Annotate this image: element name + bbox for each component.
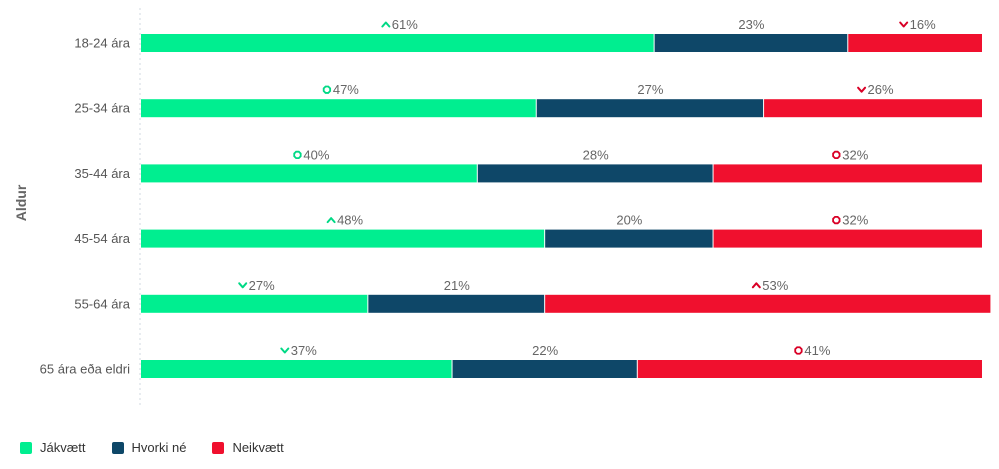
data-label-trend-down-icon xyxy=(899,21,909,28)
data-label: 22% xyxy=(532,343,558,358)
bar-segment xyxy=(764,99,982,118)
legend-swatch xyxy=(212,441,225,454)
data-label: 53% xyxy=(762,278,788,293)
legend-item[interactable]: Jákvætt xyxy=(20,440,86,455)
bar-segment xyxy=(713,229,982,248)
data-label-trend-neutral-icon xyxy=(293,150,302,160)
data-label: 27% xyxy=(637,82,663,97)
data-label: 37% xyxy=(291,343,317,358)
bar-segment xyxy=(141,34,654,52)
data-label: 27% xyxy=(249,278,275,293)
data-label: 21% xyxy=(444,278,470,293)
bar-segment xyxy=(141,164,477,183)
bar-segment xyxy=(141,360,452,378)
legend-label: Neikvætt xyxy=(232,440,284,455)
category-tick-label: 55-64 ára xyxy=(74,296,130,311)
bar-segment xyxy=(452,360,637,378)
category-tick-label: 35-44 ára xyxy=(74,166,130,181)
bar-segment xyxy=(713,164,982,183)
data-label: 16% xyxy=(910,17,936,32)
data-label-trend-down-icon xyxy=(238,282,248,289)
data-label: 32% xyxy=(842,147,868,162)
bar-segment xyxy=(848,34,982,52)
data-label: 26% xyxy=(868,82,894,97)
data-label: 40% xyxy=(303,147,329,162)
bar-segment xyxy=(141,99,536,118)
data-label: 32% xyxy=(842,213,868,228)
legend-swatch xyxy=(20,441,32,454)
bar-segment xyxy=(477,164,713,183)
data-label-trend-neutral-icon xyxy=(832,215,841,225)
bar-segment xyxy=(545,229,713,248)
category-tick-label: 65 ára eða eldri xyxy=(40,362,130,377)
legend: Jákvætt Hvorki né Neikvætt xyxy=(20,440,284,455)
legend-label: Hvorki né xyxy=(131,440,187,455)
bar-segment xyxy=(368,294,545,313)
data-label-trend-up-icon xyxy=(326,217,336,224)
data-label: 28% xyxy=(583,147,609,162)
data-label-trend-up-icon xyxy=(381,21,391,28)
data-label-trend-down-icon xyxy=(280,347,290,354)
data-label-trend-up-icon xyxy=(751,282,761,289)
y-axis-title: Aldur xyxy=(13,184,29,221)
bar-segment xyxy=(141,229,545,248)
data-label-trend-neutral-icon xyxy=(832,150,841,160)
bar-segment xyxy=(141,294,368,313)
data-label-trend-neutral-icon xyxy=(794,346,803,355)
data-label: 41% xyxy=(804,343,830,358)
category-tick-label: 18-24 ára xyxy=(74,36,130,51)
category-tick-label: 25-34 ára xyxy=(74,101,130,116)
legend-swatch xyxy=(111,441,124,454)
bar-segment xyxy=(637,360,982,378)
bar-segment xyxy=(536,99,764,118)
data-label: 20% xyxy=(616,213,642,228)
data-label: 23% xyxy=(738,17,764,32)
data-label-trend-neutral-icon xyxy=(322,85,332,94)
data-label-trend-down-icon xyxy=(857,86,867,93)
bar-segment xyxy=(654,34,848,52)
data-label: 61% xyxy=(392,17,418,32)
legend-item[interactable]: Neikvætt xyxy=(212,440,284,455)
bar-segment xyxy=(545,294,991,313)
category-tick-label: 45-54 ára xyxy=(74,231,130,246)
data-label: 47% xyxy=(333,82,359,97)
data-label: 48% xyxy=(337,213,363,228)
legend-label: Jákvætt xyxy=(40,440,86,455)
legend-item[interactable]: Hvorki né xyxy=(111,440,187,455)
